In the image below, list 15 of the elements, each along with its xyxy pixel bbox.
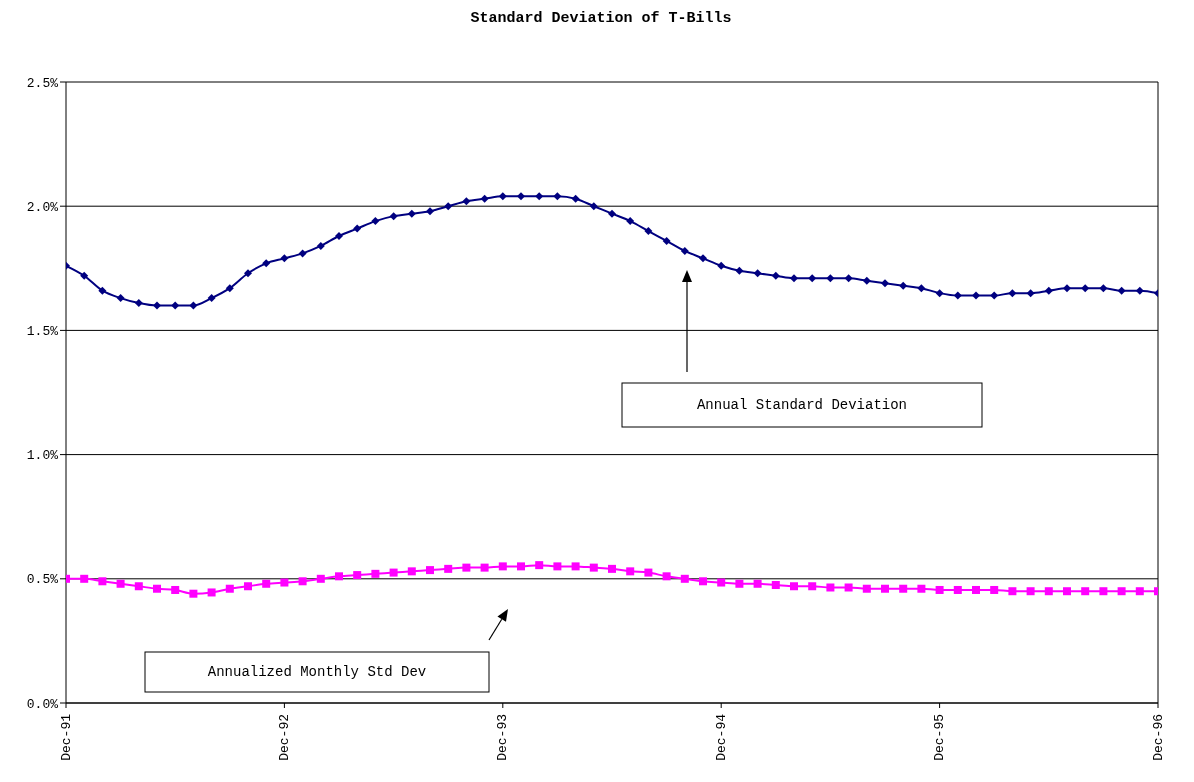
y-tick-label: 2.5% <box>26 75 59 91</box>
annotation: Annualized Monthly Std Dev <box>207 664 427 680</box>
x-tick-label: Dec-95 <box>932 714 948 761</box>
y-tick-label: 0.0% <box>26 696 59 712</box>
x-tick-label: Dec-93 <box>495 714 511 761</box>
x-tick-label: Dec-92 <box>276 714 292 761</box>
x-tick-label: Dec-94 <box>713 713 729 761</box>
y-tick-label: 1.5% <box>26 324 59 340</box>
annotation: Annual Standard Deviation <box>696 397 908 413</box>
y-tick-label: 0.5% <box>26 572 59 588</box>
x-tick-label: Dec-91 <box>58 713 74 761</box>
chart-title: Standard Deviation of T-Bills <box>469 10 733 27</box>
x-tick-label: Dec-96 <box>1150 714 1166 761</box>
y-tick-label: 1.0% <box>26 448 59 464</box>
y-tick-label: 2.0% <box>26 199 59 215</box>
